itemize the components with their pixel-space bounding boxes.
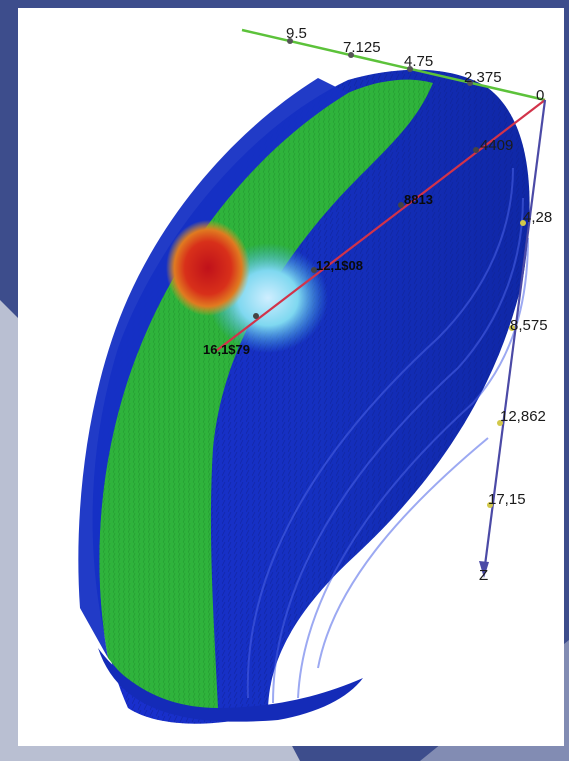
y-axis	[215, 99, 546, 352]
x-tick-label: 9.5	[286, 25, 307, 42]
origin-label: 0	[536, 87, 544, 104]
y-tick-label: 16,1$79	[203, 342, 250, 357]
y-tick-label: 12,1$08	[316, 258, 363, 273]
x-tick-label: 7.125	[343, 39, 381, 56]
z-axis-arrow	[479, 561, 489, 578]
mesh-visualization[interactable]: 9.5 7.125 4.75 2.375 0 4409 8813 12,1$08…	[18, 8, 564, 746]
z-axis-label: Z	[479, 567, 488, 584]
y-tick-label: 4409	[480, 137, 513, 154]
y-axis-ticks	[253, 147, 479, 319]
z-tick-label: 17,15	[488, 491, 526, 508]
z-tick-label: 4,28	[523, 209, 552, 226]
x-axis-ticks	[287, 38, 473, 86]
z-axis-ticks	[487, 220, 526, 508]
3d-viewport[interactable]: 9.5 7.125 4.75 2.375 0 4409 8813 12,1$08…	[18, 8, 564, 746]
z-axis	[482, 99, 547, 574]
mesh-ridges	[246, 167, 529, 704]
x-tick-label: 2.375	[464, 69, 502, 86]
z-tick-label: 12,862	[500, 408, 546, 425]
x-tick-label: 4.75	[404, 53, 433, 70]
stress-hotspot	[166, 220, 250, 316]
y-tick-label: 8813	[404, 192, 433, 207]
z-tick-label: 8,575	[510, 317, 548, 334]
